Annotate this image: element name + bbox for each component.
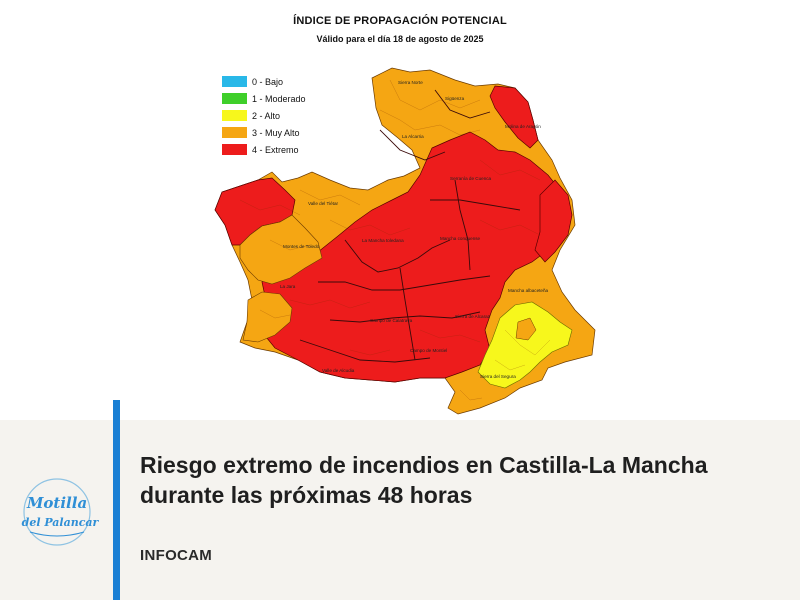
region-map: Serranía de Cuenca La Mancha toledana Ma… — [214, 67, 596, 415]
legend-label: 1 - Moderado — [252, 93, 306, 104]
map-subtitle: Válido para el día 18 de agosto de 2025 — [316, 34, 484, 44]
region-label: Valle de Alcudia — [322, 368, 355, 373]
map-title: ÍNDICE DE PROPAGACIÓN POTENCIAL — [293, 15, 507, 27]
region-extreme-east — [534, 179, 573, 263]
map-legend: 0 - Bajo 1 - Moderado 2 - Alto 3 - Muy A… — [222, 73, 306, 158]
region-label: Montes de Toledo — [283, 244, 320, 249]
region-label: Valle del Tiétar — [308, 201, 339, 206]
municipal-borders — [239, 79, 551, 401]
region-label: Serranía de Cuenca — [450, 176, 492, 181]
legend-swatch — [222, 93, 247, 104]
fire-risk-map: ÍNDICE DE PROPAGACIÓN POTENCIAL Válido p… — [214, 15, 596, 415]
legend-label: 4 - Extremo — [252, 144, 299, 155]
legend-swatch — [222, 144, 247, 155]
legend-label: 3 - Muy Alto — [252, 127, 300, 138]
district-borders — [299, 89, 521, 363]
region-label: Sierra Norte — [398, 80, 423, 85]
region-label: La Jara — [280, 284, 296, 289]
region-label: Sigüenza — [445, 96, 465, 101]
region-label: Sierra del Segura — [480, 374, 516, 379]
legend-label: 0 - Bajo — [252, 76, 284, 87]
article-footer: Motilla del Palancar Riesgo extremo de i… — [0, 400, 800, 600]
region-extreme-northeast — [489, 85, 539, 149]
region-label: Campo de Montiel — [410, 348, 447, 353]
article-headline[interactable]: Riesgo extremo de incendios en Castilla-… — [140, 452, 708, 508]
legend-item: 1 - Moderado — [222, 90, 306, 107]
region-very-high-west — [239, 214, 323, 285]
legend-swatch — [222, 76, 247, 87]
logo-line-2: del Palancar — [22, 516, 100, 529]
region-label: Campo de Calatrava — [370, 318, 413, 323]
region-label: Mancha conquense — [440, 236, 481, 241]
article-source[interactable]: INFOCAM — [140, 547, 213, 564]
region-label: Molina de Aragón — [505, 124, 541, 129]
region-very-high-southeast-pocket — [515, 317, 537, 341]
legend-swatch — [222, 110, 247, 121]
logo-line-1: Motilla — [26, 494, 87, 512]
region-label: La Alcarria — [402, 134, 424, 139]
legend-item: 3 - Muy Alto — [222, 124, 306, 141]
region-high-southeast — [477, 301, 573, 389]
legend-swatch — [222, 127, 247, 138]
accent-bar — [113, 400, 120, 600]
region-label: Sierra de Alcaraz — [455, 314, 491, 319]
legend-item: 4 - Extremo — [222, 141, 306, 158]
motilla-logo[interactable]: Motilla del Palancar — [10, 470, 105, 550]
region-label: La Mancha toledana — [362, 238, 404, 243]
region-very-high-southwest — [242, 291, 293, 343]
legend-item: 0 - Bajo — [222, 73, 306, 90]
legend-item: 2 - Alto — [222, 107, 306, 124]
region-label: Mancha albaceteña — [508, 288, 549, 293]
legend-label: 2 - Alto — [252, 110, 281, 121]
